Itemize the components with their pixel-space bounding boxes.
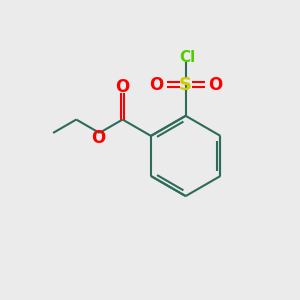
Text: S: S [179,76,192,94]
Text: O: O [91,129,105,147]
Text: O: O [208,76,223,94]
Text: Cl: Cl [179,50,195,65]
Text: O: O [116,78,130,96]
Text: O: O [149,76,163,94]
